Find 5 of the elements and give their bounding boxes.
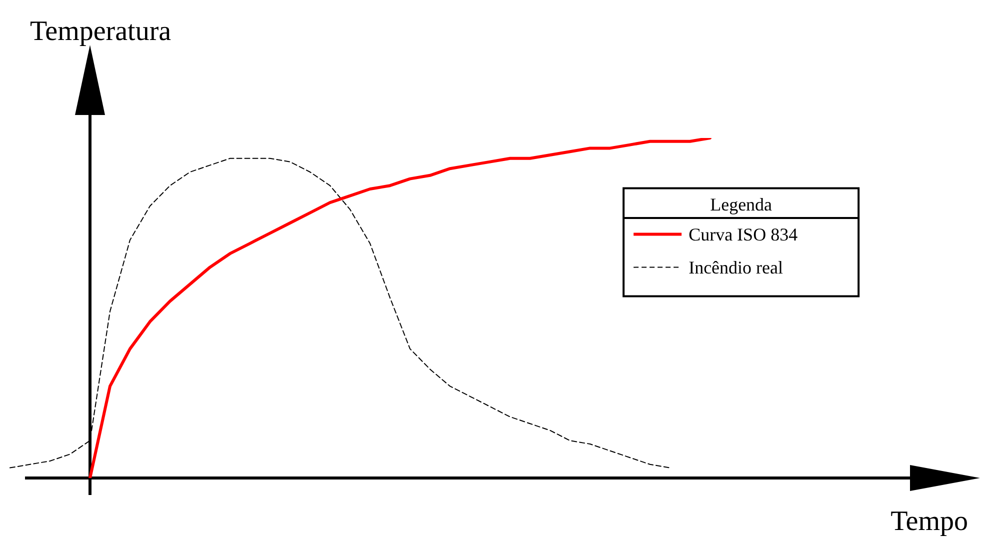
x-axis-title: Tempo (890, 506, 968, 537)
legend-label: Incêndio real (688, 257, 784, 278)
legend-label: Curva ISO 834 (688, 224, 798, 244)
y-axis-title: Temperatura (30, 16, 172, 47)
legend-title: Legenda (710, 194, 772, 214)
